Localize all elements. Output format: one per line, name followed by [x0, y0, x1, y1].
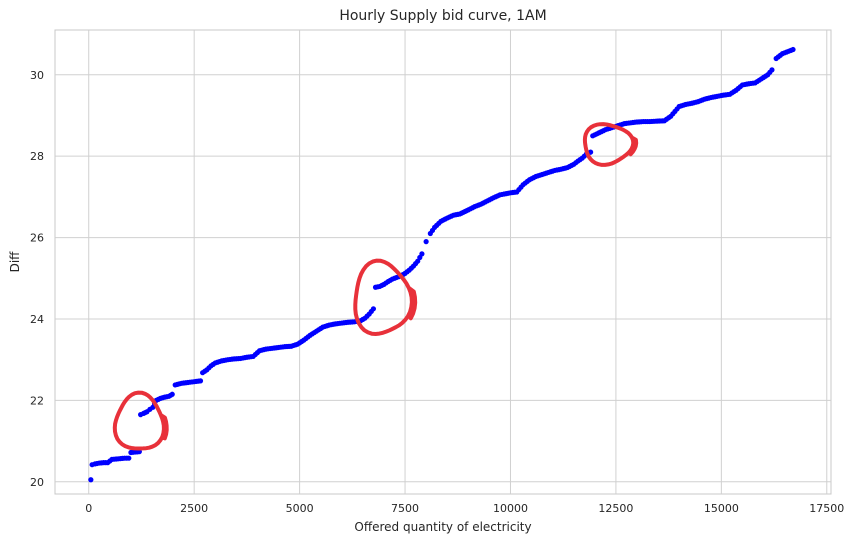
data-point: [126, 455, 132, 461]
y-tick-label: 22: [30, 394, 44, 407]
annotations: [112, 122, 639, 451]
x-tick-label: 2500: [180, 502, 208, 515]
data-points: [88, 46, 796, 483]
grid: [55, 30, 831, 494]
plot-area: [54, 29, 832, 495]
data-point: [419, 251, 425, 257]
x-axis-label: Offered quantity of electricity: [354, 520, 531, 534]
chart-title: Hourly Supply bid curve, 1AM: [339, 8, 546, 24]
data-point: [88, 477, 94, 483]
data-point: [790, 46, 796, 53]
data-point: [423, 239, 429, 245]
data-point: [197, 378, 204, 384]
x-tick-label: 5000: [286, 502, 314, 515]
x-tick-label: 0: [85, 502, 92, 515]
y-axis-label: Diff: [8, 251, 22, 273]
red-circle-annotation: [582, 122, 639, 167]
data-point: [169, 391, 175, 397]
red-circle-annotation: [353, 258, 418, 336]
x-tick-label: 10000: [493, 502, 528, 515]
x-tick-label: 17500: [809, 502, 844, 515]
x-tick-label: 12500: [598, 502, 633, 515]
data-point: [370, 306, 377, 312]
y-tick-labels: 20 22 24 26 28 30: [30, 69, 44, 489]
y-tick-label: 28: [30, 150, 44, 163]
red-circle-annotation: [112, 390, 169, 451]
data-point: [769, 67, 775, 73]
x-tick-labels: 0 2500 5000 7500 10000 12500 15000 17500: [85, 502, 844, 515]
x-tick-label: 7500: [391, 502, 419, 515]
x-tick-label: 15000: [704, 502, 739, 515]
y-tick-label: 26: [30, 232, 44, 245]
y-tick-label: 24: [30, 313, 44, 326]
y-tick-label: 30: [30, 69, 44, 82]
y-tick-label: 20: [30, 476, 44, 489]
